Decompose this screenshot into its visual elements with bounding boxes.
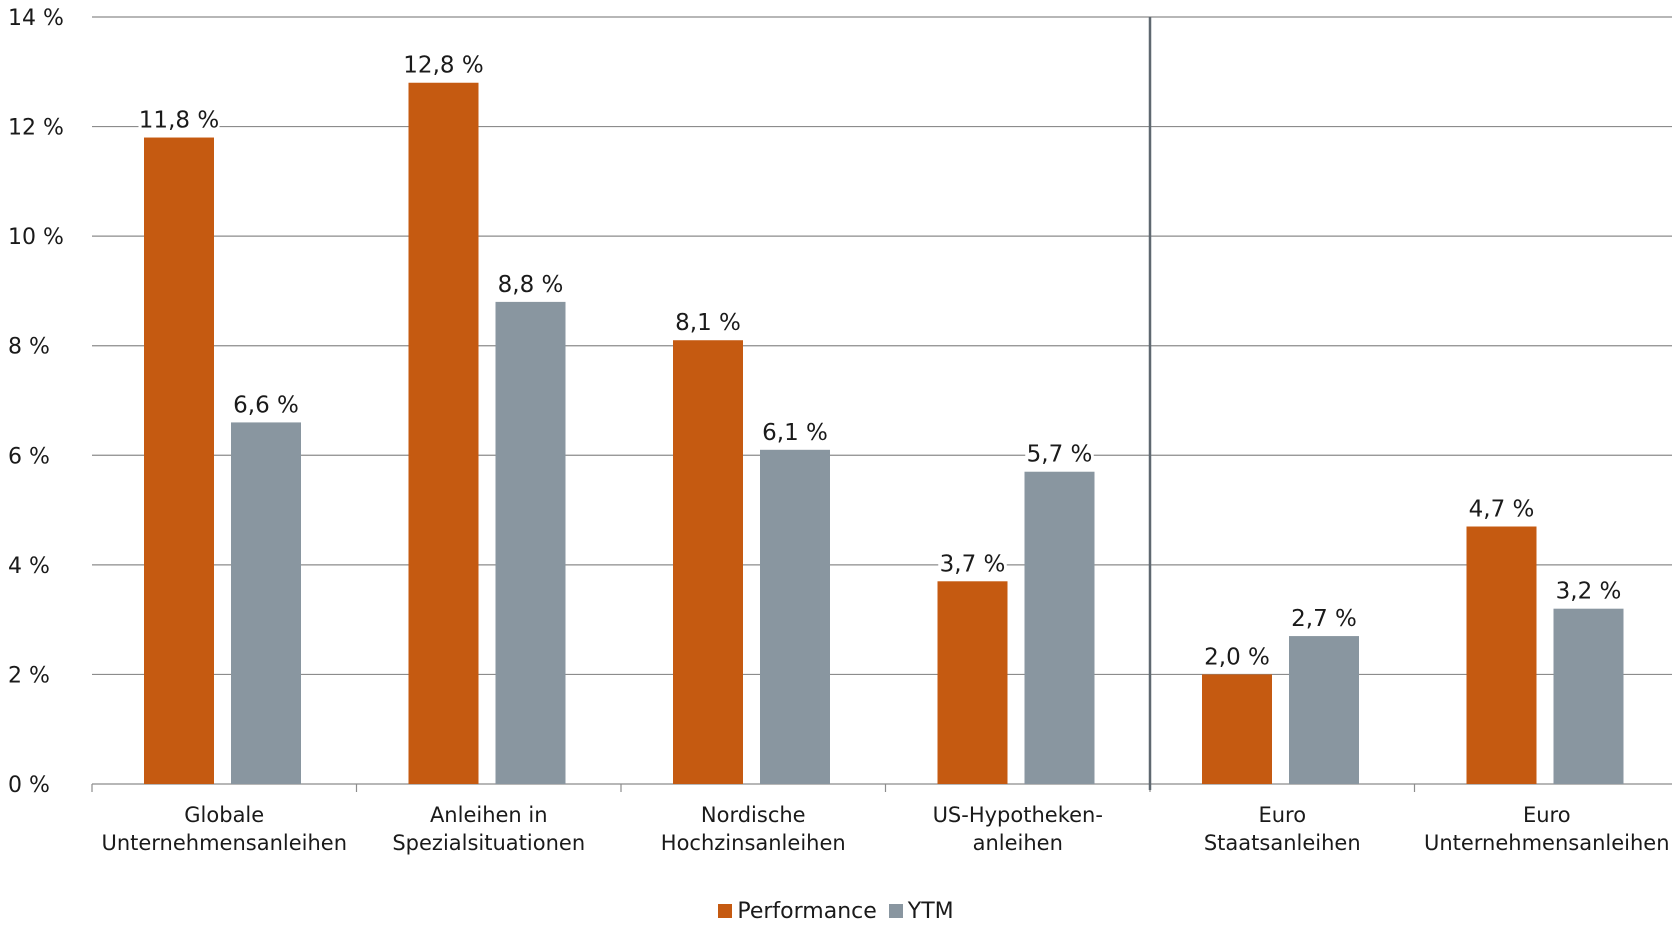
data-label: 12,8 % <box>403 53 483 79</box>
data-label-background <box>138 103 220 136</box>
y-tick-label: 6 % <box>8 444 50 469</box>
data-label: 5,7 % <box>1027 442 1093 468</box>
y-tick-label: 4 % <box>8 554 50 579</box>
y-tick-label: 14 % <box>8 6 64 31</box>
legend-label-performance: Performance <box>737 898 877 924</box>
y-tick-label: 10 % <box>8 225 64 250</box>
x-category-label: Euro <box>1258 803 1306 827</box>
bar-ytm <box>495 301 566 784</box>
legend: Performance YTM <box>0 896 1672 926</box>
data-label: 2,0 % <box>1204 644 1270 670</box>
data-label: 8,1 % <box>675 310 741 336</box>
bar-performance <box>408 82 479 784</box>
data-label-background <box>938 547 1007 580</box>
data-label-background <box>231 388 301 421</box>
x-category-label: Nordische <box>701 803 806 827</box>
data-label: 3,2 % <box>1556 579 1622 605</box>
legend-swatch-ytm <box>888 904 903 918</box>
data-label-background <box>1554 574 1623 607</box>
data-label: 2,7 % <box>1291 606 1357 632</box>
y-tick-label: 12 % <box>8 116 64 141</box>
x-category-label: US-Hypotheken- <box>933 803 1103 827</box>
bar-ytm <box>1024 471 1095 784</box>
data-label: 6,1 % <box>762 420 828 446</box>
bar-ytm <box>1289 636 1359 784</box>
legend-item-performance: Performance <box>718 898 877 924</box>
x-category-label: Globale <box>184 803 264 827</box>
x-category-label: Spezialsituationen <box>392 831 585 855</box>
data-label: 8,8 % <box>498 272 564 298</box>
data-label: 4,7 % <box>1469 497 1535 523</box>
data-label-background <box>403 48 484 81</box>
bar-ytm <box>1553 608 1624 784</box>
y-tick-label: 8 % <box>8 335 50 360</box>
data-label-background <box>760 415 830 448</box>
data-label-background <box>1289 602 1359 635</box>
bar-performance <box>1202 674 1272 784</box>
x-category-label: Anleihen in <box>430 803 548 827</box>
data-label-background <box>1202 640 1272 673</box>
x-category-label: Staatsanleihen <box>1204 831 1361 855</box>
bar-performance <box>1466 526 1537 784</box>
legend-swatch-performance <box>718 904 733 918</box>
x-category-label: Hochzinsanleihen <box>661 831 846 855</box>
data-label-background <box>1025 437 1094 470</box>
bar-ytm <box>231 422 301 784</box>
bar-performance <box>937 581 1008 784</box>
legend-item-ytm: YTM <box>888 898 954 924</box>
y-tick-label: 0 % <box>8 773 50 798</box>
data-label: 6,6 % <box>233 392 299 418</box>
data-label: 3,7 % <box>940 551 1006 577</box>
data-label-background <box>1467 492 1536 525</box>
data-label: 11,8 % <box>139 108 219 134</box>
data-label-background <box>673 306 743 339</box>
x-category-label: Unternehmensanleihen <box>1424 831 1670 855</box>
bar-performance <box>673 340 743 784</box>
bar-performance <box>144 137 214 784</box>
bar-ytm <box>760 449 830 784</box>
x-category-label: Euro <box>1523 803 1571 827</box>
legend-label-ytm: YTM <box>907 898 954 924</box>
y-tick-label: 2 % <box>8 663 50 688</box>
x-category-label: anleihen <box>973 831 1063 855</box>
x-category-label: Unternehmensanleihen <box>101 831 347 855</box>
data-label-background <box>496 267 565 300</box>
